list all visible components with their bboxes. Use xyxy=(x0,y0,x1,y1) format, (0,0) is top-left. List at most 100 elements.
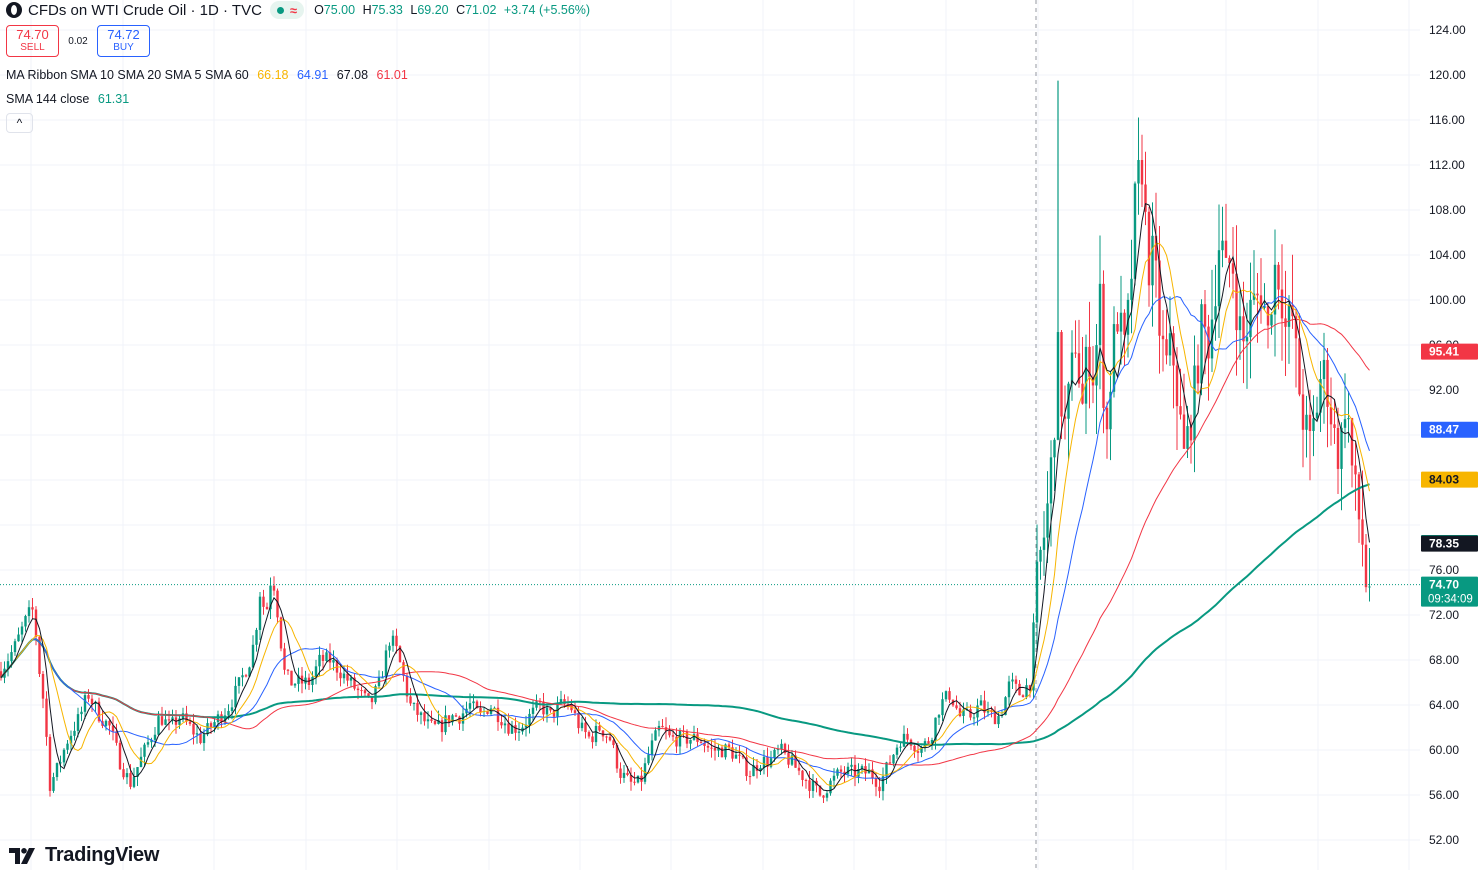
collapse-legend-button[interactable]: ^ xyxy=(6,113,33,133)
ma-ribbon-params: SMA 10 SMA 20 SMA 5 SMA 60 xyxy=(70,68,249,82)
candle-body xyxy=(850,764,853,767)
candle-body xyxy=(227,710,230,716)
ma-ribbon-legend[interactable]: MA Ribbon SMA 10 SMA 20 SMA 5 SMA 60 66.1… xyxy=(6,68,413,82)
candle-body xyxy=(1074,352,1077,354)
candle-body xyxy=(573,710,577,713)
candle-body xyxy=(248,667,251,677)
candle-body xyxy=(325,652,328,662)
candle-body xyxy=(752,765,755,777)
candle-body xyxy=(1368,586,1371,588)
candle-body xyxy=(269,585,272,610)
candle-body xyxy=(804,779,808,781)
candle-body xyxy=(1109,391,1112,430)
candle-body xyxy=(699,741,703,743)
candle-body xyxy=(136,767,139,777)
candle-body xyxy=(1175,365,1179,407)
ma-value-sma60: 61.01 xyxy=(376,68,408,82)
candle-body xyxy=(1070,352,1074,384)
price-change: +3.74 (+5.56%) xyxy=(503,3,591,17)
candle-body xyxy=(1350,418,1354,466)
candle-body xyxy=(1179,406,1182,415)
candle-body xyxy=(451,715,454,723)
candle-body xyxy=(1256,293,1259,296)
candle-body xyxy=(808,780,811,791)
candle-body xyxy=(1116,324,1119,332)
candle-body xyxy=(524,724,528,728)
candle-body xyxy=(507,723,510,734)
candle-body xyxy=(199,733,202,744)
candle-body xyxy=(769,758,773,767)
candle-body xyxy=(1280,289,1284,319)
candle-body xyxy=(1336,427,1340,469)
candle-body xyxy=(650,740,654,755)
sma10-line xyxy=(0,242,1370,787)
candle-body xyxy=(17,634,20,642)
candle-body xyxy=(794,755,797,768)
y-tick-label: 76.00 xyxy=(1429,563,1459,577)
candle-body xyxy=(52,777,55,791)
y-tick-label: 68.00 xyxy=(1429,653,1459,667)
candle-body xyxy=(1147,211,1151,286)
candle-body xyxy=(825,793,829,798)
candle-body xyxy=(1126,299,1130,335)
candle-body xyxy=(1347,418,1350,420)
candle-body xyxy=(454,715,458,717)
candle-body xyxy=(776,749,780,751)
candle-body xyxy=(1298,338,1301,395)
candle-body xyxy=(213,722,216,728)
candle-body xyxy=(335,660,339,673)
candle-body xyxy=(363,690,367,694)
candle-body xyxy=(41,673,45,699)
candle-body xyxy=(983,700,986,713)
candle-body xyxy=(860,766,864,770)
candle-body xyxy=(118,742,122,770)
candle-body xyxy=(370,696,374,703)
candle-body xyxy=(10,652,13,662)
candle-body xyxy=(202,734,206,744)
candle-body xyxy=(997,716,1000,725)
candle-body xyxy=(125,773,129,778)
sell-button[interactable]: 74.70 SELL xyxy=(6,25,59,57)
candle-body xyxy=(839,769,843,772)
candle-body xyxy=(930,739,934,744)
candle-body xyxy=(1322,359,1326,380)
candle-body xyxy=(748,776,752,778)
spread-value: 0.02 xyxy=(68,35,88,47)
candle-body xyxy=(713,748,717,751)
candle-body xyxy=(969,709,972,718)
candle-body xyxy=(510,725,514,734)
y-tick-label: 104.00 xyxy=(1429,248,1466,262)
market-status-pill[interactable]: ≈ xyxy=(269,1,305,19)
candle-body xyxy=(1025,685,1028,698)
candle-body xyxy=(552,710,556,717)
candle-body xyxy=(619,768,622,778)
candle-body xyxy=(1242,316,1245,342)
symbol-logo-icon xyxy=(6,2,22,18)
candle-body xyxy=(398,646,402,663)
candle-body xyxy=(1011,679,1014,682)
candle-body xyxy=(1042,537,1046,550)
ohlc-readout: O75.00 H75.33 L69.20 C71.02 +3.74 (+5.56… xyxy=(314,3,591,17)
sma144-legend[interactable]: SMA 144 close 61.31 xyxy=(6,92,134,106)
buy-button[interactable]: 74.72 BUY xyxy=(97,25,150,57)
candle-body xyxy=(192,723,195,735)
candle-body xyxy=(993,711,997,725)
candle-body xyxy=(440,720,444,733)
candle-body xyxy=(1067,383,1070,419)
candle-body xyxy=(437,720,440,724)
candle-body xyxy=(1193,365,1196,441)
candle-body xyxy=(195,733,199,735)
tradingview-watermark: TradingView xyxy=(9,844,159,867)
candle-body xyxy=(948,691,951,700)
candle-body xyxy=(545,707,549,715)
price-label-text: 95.41 xyxy=(1429,345,1459,359)
candle-body xyxy=(1340,427,1343,469)
candle-body xyxy=(892,754,895,764)
candle-body xyxy=(13,641,17,653)
candle-body xyxy=(1088,346,1091,377)
candle-body xyxy=(881,776,885,792)
candle-body xyxy=(188,721,192,724)
symbol-title[interactable]: CFDs on WTI Crude Oil · 1D · TVC xyxy=(28,1,262,19)
candle-body xyxy=(402,662,405,676)
